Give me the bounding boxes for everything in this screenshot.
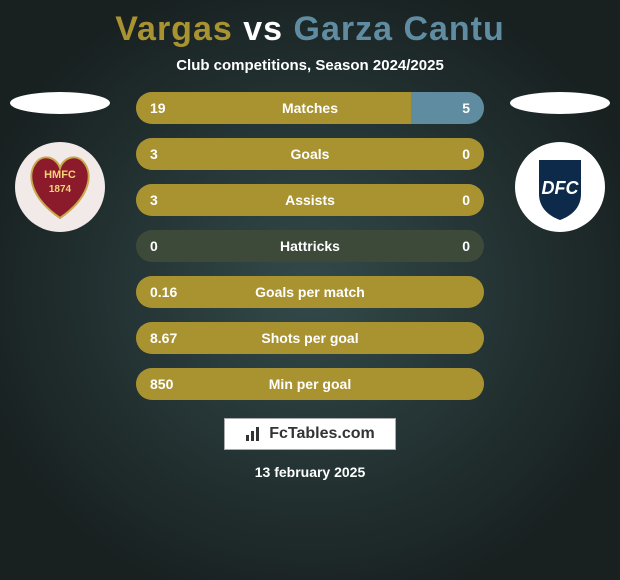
stat-value-right: 0 <box>462 238 470 254</box>
crest-right-text: DFC <box>542 178 580 198</box>
stat-label: Assists <box>136 192 484 208</box>
stat-row: 0.16Goals per match <box>136 276 484 308</box>
subtitle: Club competitions, Season 2024/2025 <box>176 57 444 74</box>
footer-date: 13 february 2025 <box>255 464 366 480</box>
stat-row: 850Min per goal <box>136 368 484 400</box>
bars-icon <box>245 425 263 443</box>
stat-label: Goals <box>136 146 484 162</box>
stat-row: 19Matches5 <box>136 92 484 124</box>
stat-label: Hattricks <box>136 238 484 254</box>
left-club-crest: HMFC 1874 <box>15 142 105 232</box>
crest-left-year: 1874 <box>49 184 72 195</box>
stat-label: Goals per match <box>136 284 484 300</box>
player1-name: Vargas <box>115 10 233 48</box>
page-title: Vargas vs Garza Cantu <box>115 10 505 49</box>
right-shadow-ellipse <box>510 92 610 114</box>
right-club-crest: DFC <box>515 142 605 232</box>
left-crest-column: HMFC 1874 <box>0 92 120 232</box>
stat-value-right: 0 <box>462 146 470 162</box>
stats-bars: 19Matches53Goals03Assists00Hattricks00.1… <box>120 92 500 400</box>
comparison-panel: HMFC 1874 19Matches53Goals03Assists00Hat… <box>0 92 620 400</box>
stat-label: Shots per goal <box>136 330 484 346</box>
right-crest-column: DFC <box>500 92 620 232</box>
vs-text: vs <box>243 10 283 48</box>
stat-label: Min per goal <box>136 376 484 392</box>
player2-name: Garza Cantu <box>294 10 505 48</box>
brand-badge: FcTables.com <box>224 418 396 450</box>
stat-row: 8.67Shots per goal <box>136 322 484 354</box>
stat-row: 3Assists0 <box>136 184 484 216</box>
stat-row: 0Hattricks0 <box>136 230 484 262</box>
stat-label: Matches <box>136 100 484 116</box>
stat-value-right: 5 <box>462 100 470 116</box>
brand-text: FcTables.com <box>269 425 375 443</box>
left-shadow-ellipse <box>10 92 110 114</box>
stat-row: 3Goals0 <box>136 138 484 170</box>
stat-value-right: 0 <box>462 192 470 208</box>
crest-left-text: HMFC <box>44 169 76 181</box>
heart-shield-icon: HMFC 1874 <box>21 148 99 226</box>
dfc-shield-icon: DFC <box>521 148 599 226</box>
